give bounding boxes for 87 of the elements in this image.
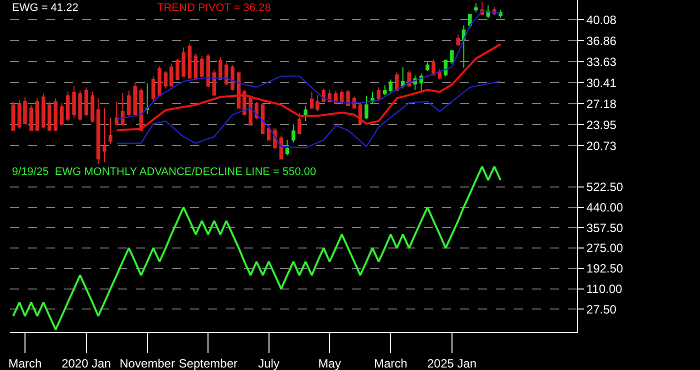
x-tick-label: 2025 Jan [427, 356, 477, 370]
candlestick [176, 58, 180, 80]
x-tick-label: November [120, 356, 175, 370]
candlestick [304, 106, 308, 122]
candlestick [60, 102, 64, 126]
annotation: 9/19/25 EWG MONTHLY ADVANCE/DECLINE LINE = 550.00 [12, 166, 316, 178]
candlestick [292, 124, 296, 144]
candlestick [42, 93, 46, 129]
candlestick [35, 98, 40, 132]
line-series [116, 80, 502, 148]
candlestick [145, 82, 150, 114]
candlestick [127, 90, 131, 116]
candlestick [346, 89, 350, 106]
candlestick [395, 72, 399, 92]
candlestick [462, 24, 466, 68]
candlestick [114, 101, 119, 125]
candlestick [194, 52, 198, 79]
y-tick-label: 522.50 [586, 180, 624, 194]
candlestick [407, 70, 411, 86]
candlestick [54, 98, 58, 132]
x-tick-label: July [258, 356, 280, 370]
candlestick [78, 90, 82, 121]
y-tick-label: 440.00 [586, 200, 624, 214]
candlestick [66, 91, 70, 122]
line-series [12, 166, 502, 331]
candlestick [218, 56, 222, 80]
candlestick [48, 101, 52, 132]
annotation: TREND PIVOT = 36.28 [157, 2, 271, 14]
candlestick [298, 112, 302, 134]
candlestick [158, 66, 162, 96]
x-tick-label: May [318, 356, 341, 370]
x-tick-label: March [374, 356, 408, 370]
candlestick [11, 101, 16, 132]
y-tick-label: 30.41 [586, 76, 617, 90]
y-tick-label: 36.86 [586, 34, 617, 48]
candlestick [29, 104, 34, 132]
y-tick-label: 27.50 [586, 302, 617, 316]
y-tick-label: 27.18 [586, 96, 617, 111]
candlestick [468, 14, 472, 28]
x-tick-label: 2020 Jan [62, 356, 111, 370]
candlestick [474, 2, 478, 13]
candlestick [169, 63, 174, 88]
candlestick [151, 76, 156, 102]
y-tick-label: 33.63 [586, 54, 617, 69]
candlestick [401, 66, 405, 90]
y-tick-label: 40.08 [586, 12, 617, 27]
candlestick [426, 62, 430, 72]
candlestick [419, 73, 424, 92]
candlestick [432, 58, 436, 76]
candlestick [456, 34, 460, 46]
candlestick [212, 69, 216, 96]
candlestick [188, 43, 192, 79]
y-tick-label: 275.00 [586, 241, 624, 256]
y-tick-label: 192.50 [586, 262, 624, 276]
candlestick [90, 91, 94, 123]
candlestick [310, 91, 314, 109]
candlestick [285, 140, 290, 156]
candlestick [450, 50, 454, 64]
x-tick-label: September [178, 356, 238, 370]
candlestick [133, 82, 137, 118]
line-series [116, 10, 502, 120]
x-tick-label: March [8, 356, 42, 370]
candlestick [230, 64, 234, 92]
candlestick [376, 86, 381, 100]
candlestick [84, 86, 88, 116]
annotation: EWG = 41.22 [12, 2, 78, 14]
y-tick-label: 20.73 [586, 138, 617, 153]
line-series [116, 43, 502, 132]
candlestick [382, 84, 387, 96]
candlestick [120, 92, 125, 126]
y-tick-label: 357.50 [586, 220, 624, 235]
y-tick-label: 110.00 [586, 282, 623, 296]
candlestick [108, 117, 112, 144]
candlestick [72, 85, 76, 118]
candlestick [498, 9, 502, 18]
candlestick [164, 70, 168, 90]
candlestick [102, 108, 106, 163]
candlestick [248, 94, 252, 126]
candlestick [206, 54, 210, 88]
candlestick [316, 94, 320, 112]
candlestick [182, 47, 186, 77]
candlestick [388, 78, 393, 93]
candlestick [200, 56, 204, 77]
candlestick [139, 88, 143, 132]
candlestick [364, 95, 368, 120]
y-tick-label: 23.95 [586, 118, 617, 132]
candlestick [340, 89, 344, 104]
